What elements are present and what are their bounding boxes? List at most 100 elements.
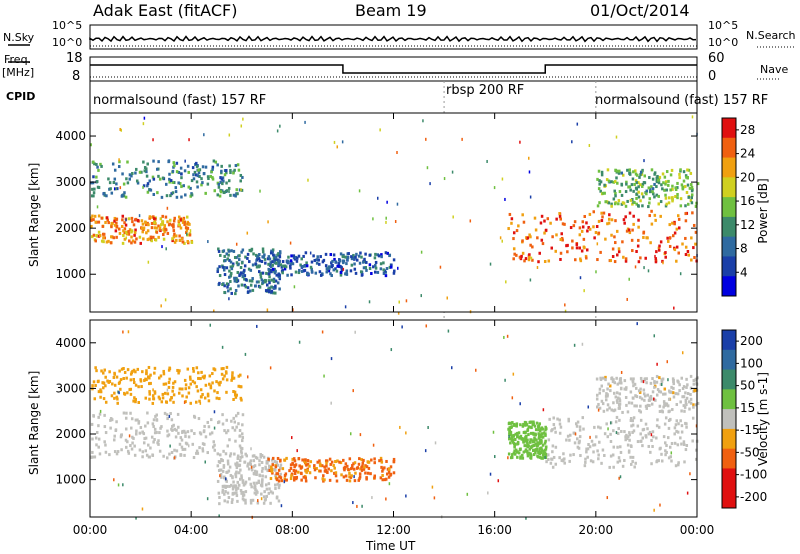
power-panel-cell	[251, 288, 255, 292]
velocity-panel-cell	[172, 423, 175, 427]
power-panel-cell	[667, 196, 671, 200]
power-panel-cell	[153, 226, 157, 230]
velocity-panel-cell	[122, 411, 126, 415]
velocity-panel-cell	[551, 465, 555, 469]
power-panel-cell	[177, 219, 181, 223]
power-panel-cell	[622, 201, 626, 205]
velocity-panel-noise-cell	[447, 329, 450, 333]
power-panel-cell	[581, 220, 585, 224]
velocity-panel-cell	[522, 439, 525, 443]
power-panel-cell	[122, 229, 125, 233]
power-panel-cell	[254, 262, 257, 266]
power-panel-cell	[258, 264, 261, 268]
velocity-panel-ytick-label: 3000	[55, 381, 86, 395]
power-panel-cell	[676, 181, 679, 185]
velocity-panel-cell	[213, 448, 217, 452]
velocity-panel-cell	[664, 403, 668, 407]
velocity-panel-cell	[271, 491, 274, 495]
velocity-panel-noise-cell	[127, 330, 130, 334]
velocity-panel-cell	[662, 405, 665, 409]
power-panel-cell	[100, 216, 104, 220]
power-panel-cell	[191, 166, 195, 170]
power-panel-cell	[364, 252, 367, 256]
power-panel-cell	[352, 253, 355, 257]
power-panel-cell	[192, 173, 195, 177]
velocity-panel-cell	[218, 383, 221, 387]
power-panel-cell	[290, 254, 293, 258]
power-panel-cell	[682, 170, 686, 174]
power-panel-cell	[168, 218, 172, 222]
power-panel-cell	[679, 197, 683, 201]
power-panel-cell	[227, 253, 230, 257]
velocity-panel-cell	[243, 460, 247, 464]
power-panel-cell	[324, 264, 328, 268]
velocity-panel-cell	[102, 381, 106, 385]
velocity-panel-cell	[369, 472, 372, 476]
velocity-panel-cell	[250, 485, 253, 489]
power-panel-cell	[277, 259, 281, 263]
power-panel-cell	[201, 165, 205, 169]
power-panel-noise-cell	[691, 115, 694, 119]
velocity-panel-cell	[592, 443, 595, 447]
velocity-panel-cell	[101, 381, 104, 385]
velocity-panel-cell	[253, 469, 257, 473]
velocity-panel-cell	[299, 471, 303, 475]
velocity-panel-cell	[519, 423, 522, 427]
velocity-panel-cell	[233, 491, 237, 495]
velocity-panel-cell	[383, 466, 386, 470]
power-panel-cell	[319, 255, 322, 259]
power-panel-cell	[206, 182, 210, 186]
velocity-panel-cell	[644, 422, 648, 426]
power-panel-cell	[255, 258, 259, 262]
power-panel-cell	[270, 289, 274, 293]
velocity-panel-cell	[113, 438, 116, 442]
power-panel-cell	[195, 164, 199, 168]
velocity-panel-cell	[149, 446, 152, 450]
power-panel-noise-cell	[379, 128, 381, 132]
power-panel-cell	[628, 168, 632, 172]
power-panel-cell	[185, 222, 189, 226]
velocity-panel-cell	[682, 443, 686, 447]
velocity-panel-cell	[322, 474, 325, 478]
power-panel-cell	[629, 188, 632, 192]
velocity-panel-cell	[562, 459, 565, 463]
power-panel-cell	[305, 261, 308, 265]
velocity-panel-cell	[694, 457, 698, 461]
velocity-panel-cell	[346, 464, 349, 468]
power-panel-cell	[228, 179, 231, 183]
power-panel-cell	[184, 193, 187, 197]
velocity-panel-cell	[655, 380, 659, 384]
velocity-panel-cell	[261, 467, 264, 471]
velocity-panel-cell	[244, 490, 248, 494]
velocity-panel-cell	[569, 433, 572, 437]
power-panel-noise-cell	[293, 285, 296, 289]
power-panel-cell	[637, 238, 640, 242]
power-panel-cell	[97, 230, 101, 234]
power-panel-cell	[655, 185, 658, 189]
power-panel-cell	[671, 221, 674, 225]
power-panel-cell	[600, 211, 603, 215]
power-panel-cell	[246, 290, 250, 294]
time-tick-label: 16:00	[477, 523, 512, 537]
power-panel-cell	[146, 162, 149, 166]
power-panel-cell	[635, 187, 639, 191]
velocity-panel-cell	[145, 453, 149, 457]
velocity-panel-cell	[254, 492, 258, 496]
velocity-panel-noise-cell	[218, 514, 220, 518]
velocity-panel-colorbar-frame	[721, 329, 737, 509]
velocity-panel-cell	[363, 465, 366, 469]
power-panel-cell	[561, 238, 564, 242]
power-panel-noise-cell	[228, 133, 231, 137]
velocity-panel-cell	[630, 401, 634, 405]
velocity-panel-cell	[198, 431, 202, 435]
velocity-panel-colorbar-tick-label: -50	[740, 445, 760, 459]
beam-title: Beam 19	[355, 1, 427, 20]
power-panel-cell	[92, 175, 95, 179]
power-panel-cell	[642, 230, 646, 234]
power-panel-colorbar-tick-label: 12	[740, 218, 755, 232]
power-panel-cell	[239, 179, 242, 183]
velocity-panel-cell	[252, 465, 255, 469]
velocity-panel-cell	[119, 378, 123, 382]
velocity-panel-cell	[655, 424, 659, 428]
velocity-panel-colorbar-tick-label: -200	[740, 490, 767, 504]
